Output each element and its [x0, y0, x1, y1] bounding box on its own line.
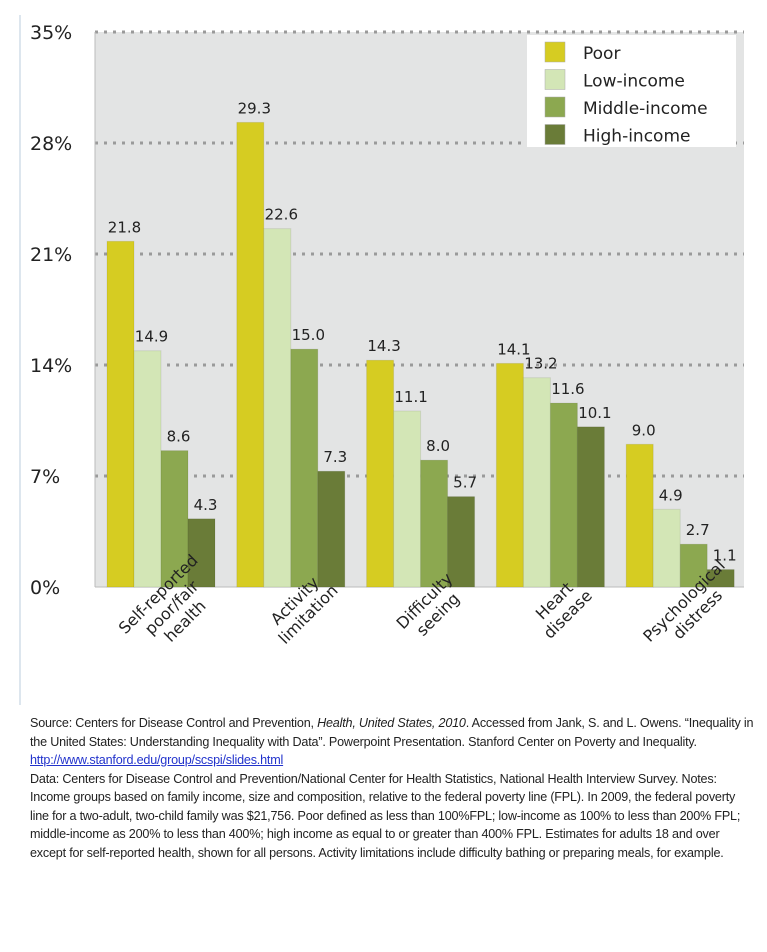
- bar-low-income: [522, 377, 551, 588]
- data-label: 14.1: [497, 340, 530, 358]
- legend-swatch: [544, 124, 566, 145]
- legend-swatch: [544, 69, 566, 90]
- bar-poor: [366, 359, 395, 588]
- bar-low-income: [393, 410, 422, 588]
- data-label: 4.9: [659, 486, 683, 504]
- bar-high-income: [447, 496, 476, 588]
- data-label: 22.6: [265, 206, 298, 224]
- data-label: 15.0: [292, 326, 325, 344]
- data-label: 21.8: [108, 218, 141, 236]
- data-label: 11.1: [394, 388, 427, 406]
- source-notes: Source: Centers for Disease Control and …: [30, 714, 755, 862]
- legend-swatch: [544, 96, 566, 118]
- data-label: 7.3: [323, 448, 347, 466]
- source-prefix: Source: Centers for Disease Control and …: [30, 716, 318, 730]
- source-rest: . Accessed from Jank, S. and L. Owens. “…: [30, 716, 754, 749]
- data-note: Data: Centers for Disease Control and Pr…: [30, 771, 741, 860]
- bar-middle-income: [420, 459, 449, 588]
- legend-label: Middle-income: [583, 99, 708, 119]
- bar-middle-income: [679, 543, 708, 588]
- bar-poor: [495, 362, 524, 588]
- bar-middle-income: [290, 348, 319, 588]
- y-tick-label: 7%: [30, 466, 60, 488]
- legend: Poor Low-income Middle-income High-income: [527, 35, 736, 147]
- data-label: 1.1: [713, 547, 737, 565]
- bar-low-income: [652, 508, 681, 588]
- legend-label: Low-income: [583, 72, 685, 92]
- data-label: 4.3: [194, 496, 218, 514]
- data-label: 14.3: [367, 337, 400, 355]
- data-label: 13.2: [524, 355, 557, 373]
- y-tick-label: 28%: [30, 133, 72, 155]
- data-label: 8.0: [426, 437, 450, 455]
- bar-poor: [236, 121, 265, 588]
- data-label: 29.3: [238, 99, 271, 117]
- bar-low-income: [263, 228, 292, 588]
- bar-high-income: [187, 518, 216, 588]
- legend-swatch: [544, 41, 566, 63]
- source-link[interactable]: http://www.stanford.edu/group/scspi/slid…: [30, 753, 284, 767]
- bar-chart: 0%7%14%21%28%35%21.814.98.64.3Self-repor…: [30, 22, 744, 648]
- bar-middle-income: [549, 402, 578, 588]
- y-tick-label: 14%: [30, 355, 72, 377]
- data-label: 11.6: [551, 380, 584, 398]
- data-label: 9.0: [632, 421, 656, 439]
- left-border-line: [19, 15, 21, 705]
- bar-low-income: [133, 350, 162, 588]
- data-label: 8.6: [167, 428, 191, 446]
- bar-high-income: [317, 470, 346, 588]
- y-tick-label: 35%: [30, 22, 72, 44]
- data-label: 14.9: [135, 328, 168, 346]
- data-label: 2.7: [686, 521, 710, 539]
- data-label: 10.1: [578, 404, 611, 422]
- bar-poor: [106, 240, 135, 588]
- legend-label: Poor: [583, 44, 620, 64]
- legend-label: High-income: [583, 127, 690, 147]
- y-tick-label: 21%: [30, 244, 72, 266]
- bar-high-income: [576, 426, 605, 588]
- bar-poor: [625, 443, 654, 588]
- data-label: 5.7: [453, 474, 477, 492]
- bar-high-income: [706, 569, 735, 588]
- source-title: Health, United States, 2010: [317, 716, 466, 730]
- y-tick-label: 0%: [30, 577, 60, 599]
